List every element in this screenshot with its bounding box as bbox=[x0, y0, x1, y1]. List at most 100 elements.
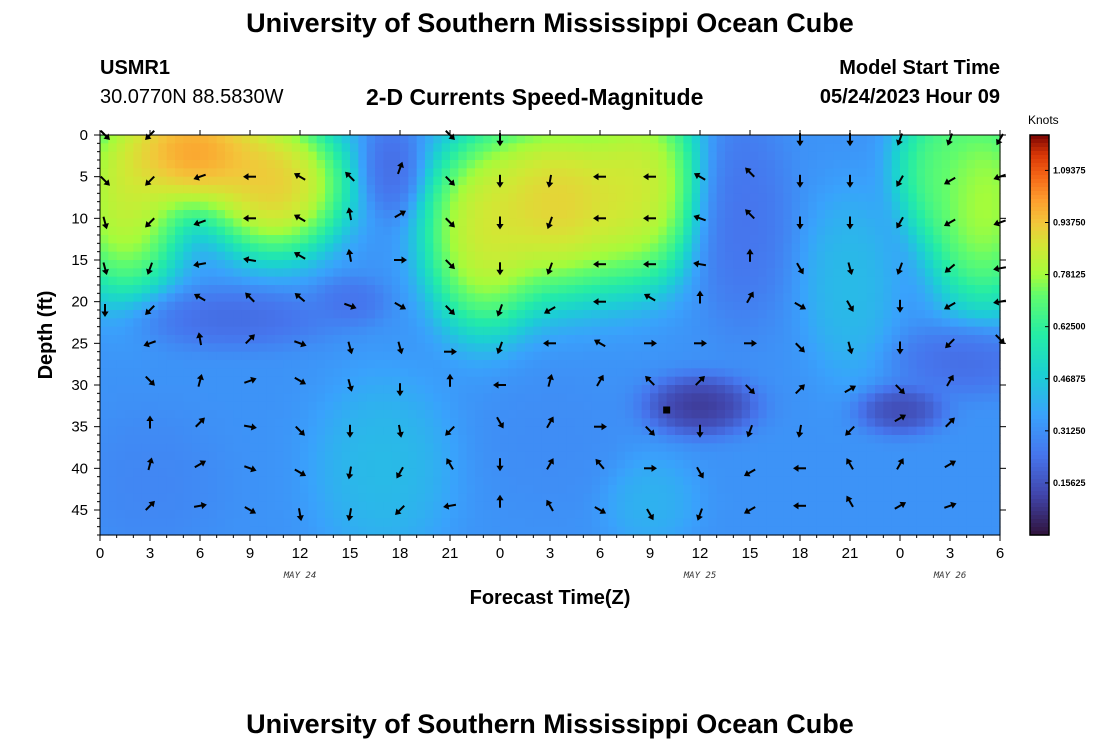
heatmap-cell bbox=[450, 210, 459, 219]
heatmap-cell bbox=[891, 335, 901, 344]
heatmap-cell bbox=[466, 210, 476, 219]
heatmap-cell bbox=[200, 393, 209, 403]
heatmap-cell bbox=[408, 335, 418, 344]
heatmap-cell bbox=[416, 476, 426, 486]
heatmap-cell bbox=[583, 485, 593, 494]
heatmap-cell bbox=[208, 168, 218, 178]
heatmap-cell bbox=[391, 443, 401, 453]
heatmap-cell bbox=[816, 435, 826, 444]
heatmap-cell bbox=[966, 326, 976, 336]
heatmap-cell bbox=[658, 176, 668, 186]
heatmap-cell bbox=[950, 410, 959, 419]
heatmap-cell bbox=[400, 401, 409, 411]
heatmap-cell bbox=[166, 501, 176, 511]
heatmap-cell bbox=[100, 385, 109, 394]
heatmap-cell bbox=[891, 318, 901, 328]
heatmap-cell bbox=[125, 218, 134, 228]
heatmap-cell bbox=[741, 285, 751, 294]
heatmap-cell bbox=[625, 135, 634, 144]
heatmap-cell bbox=[708, 460, 718, 469]
heatmap-cell bbox=[216, 410, 226, 419]
heatmap-cell bbox=[208, 135, 218, 144]
heatmap-cell bbox=[891, 485, 901, 494]
heatmap-cell bbox=[883, 343, 893, 353]
heatmap-cell bbox=[425, 276, 434, 286]
heatmap-cell bbox=[191, 393, 201, 403]
heatmap-cell bbox=[116, 418, 126, 428]
heatmap-cell bbox=[250, 385, 259, 394]
heatmap-cell bbox=[783, 493, 793, 503]
heatmap-cell bbox=[825, 251, 834, 261]
heatmap-cell bbox=[950, 426, 959, 436]
heatmap-cell bbox=[358, 168, 368, 178]
heatmap-cell bbox=[616, 243, 626, 253]
heatmap-cell bbox=[641, 176, 651, 186]
heatmap-cell bbox=[650, 501, 659, 511]
heatmap-cell bbox=[791, 235, 801, 244]
heatmap-cell bbox=[816, 251, 826, 261]
heatmap-cell bbox=[450, 260, 459, 269]
heatmap-cell bbox=[733, 310, 743, 319]
heatmap-cell bbox=[150, 335, 159, 344]
heatmap-cell bbox=[533, 285, 543, 294]
heatmap-cell bbox=[375, 460, 384, 469]
heatmap-cell bbox=[616, 326, 626, 336]
heatmap-cell bbox=[758, 418, 768, 428]
heatmap-cell bbox=[883, 168, 893, 178]
heatmap-cell bbox=[583, 226, 593, 236]
heatmap-cell bbox=[775, 493, 784, 503]
heatmap-cell bbox=[875, 151, 884, 161]
heatmap-cell bbox=[683, 435, 693, 444]
heatmap-cell bbox=[550, 285, 559, 294]
heatmap-cell bbox=[183, 451, 193, 461]
heatmap-cell bbox=[325, 293, 334, 303]
heatmap-cell bbox=[966, 468, 976, 478]
heatmap-cell bbox=[391, 201, 401, 211]
heatmap-cell bbox=[791, 385, 801, 394]
heatmap-cell bbox=[616, 443, 626, 453]
heatmap-cell bbox=[308, 435, 318, 444]
heatmap-cell bbox=[408, 235, 418, 244]
heatmap-cell bbox=[916, 501, 926, 511]
heatmap-cell bbox=[258, 418, 268, 428]
heatmap-cell bbox=[433, 301, 443, 311]
heatmap-cell bbox=[308, 401, 318, 411]
heatmap-cell bbox=[250, 335, 259, 344]
heatmap-cell bbox=[200, 476, 209, 486]
heatmap-cell bbox=[383, 426, 393, 436]
heatmap-cell bbox=[441, 393, 451, 403]
heatmap-cell bbox=[975, 176, 984, 186]
heatmap-cell bbox=[966, 143, 976, 153]
heatmap-cell bbox=[400, 176, 409, 186]
heatmap-cell bbox=[400, 485, 409, 494]
heatmap-cell bbox=[483, 326, 493, 336]
heatmap-cell bbox=[441, 276, 451, 286]
heatmap-cell bbox=[850, 435, 859, 444]
heatmap-cell bbox=[800, 335, 809, 344]
heatmap-cell bbox=[450, 285, 459, 294]
heatmap-cell bbox=[133, 210, 143, 219]
heatmap-cell bbox=[133, 243, 143, 253]
heatmap-cell bbox=[200, 176, 209, 186]
heatmap-cell bbox=[575, 226, 584, 236]
heatmap-cell bbox=[866, 401, 876, 411]
heatmap-cell bbox=[375, 451, 384, 461]
heatmap-cell bbox=[225, 243, 234, 253]
heatmap-cell bbox=[716, 493, 726, 503]
heatmap-cell bbox=[150, 210, 159, 219]
heatmap-cell bbox=[333, 360, 343, 369]
heatmap-cell bbox=[825, 318, 834, 328]
heatmap-cell bbox=[891, 268, 901, 278]
heatmap-cell bbox=[450, 276, 459, 286]
heatmap-cell bbox=[208, 351, 218, 361]
heatmap-cell bbox=[400, 393, 409, 403]
heatmap-cell bbox=[150, 368, 159, 378]
heatmap-cell bbox=[375, 210, 384, 219]
heatmap-cell bbox=[883, 310, 893, 319]
heatmap-cell bbox=[391, 260, 401, 269]
heatmap-cell bbox=[616, 318, 626, 328]
heatmap-cell bbox=[683, 268, 693, 278]
heatmap-cell bbox=[591, 276, 601, 286]
heatmap-cell bbox=[250, 426, 259, 436]
